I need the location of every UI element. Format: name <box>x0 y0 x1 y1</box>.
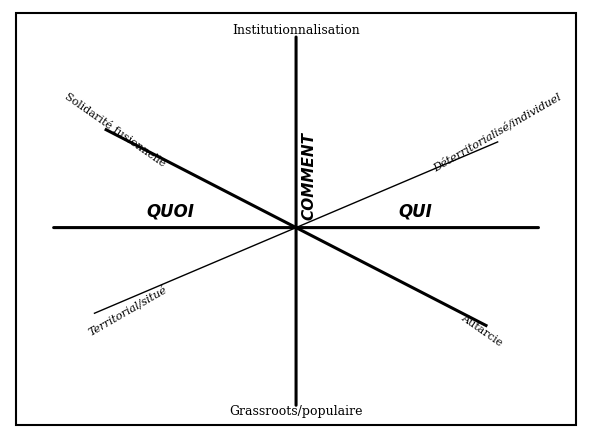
Text: Autarcie: Autarcie <box>459 313 504 349</box>
Text: QUOI: QUOI <box>146 203 194 221</box>
Text: QUI: QUI <box>398 203 432 221</box>
Text: Solidarité fusionnelle: Solidarité fusionnelle <box>63 92 168 169</box>
Text: Territorial/situé: Territorial/situé <box>87 283 169 337</box>
Text: Grassroots/populaire: Grassroots/populaire <box>229 405 363 417</box>
Text: Déterritorialisé/individuel: Déterritorialisé/individuel <box>431 91 562 173</box>
Text: COMMENT: COMMENT <box>301 132 316 220</box>
Text: Institutionnalisation: Institutionnalisation <box>232 24 360 36</box>
